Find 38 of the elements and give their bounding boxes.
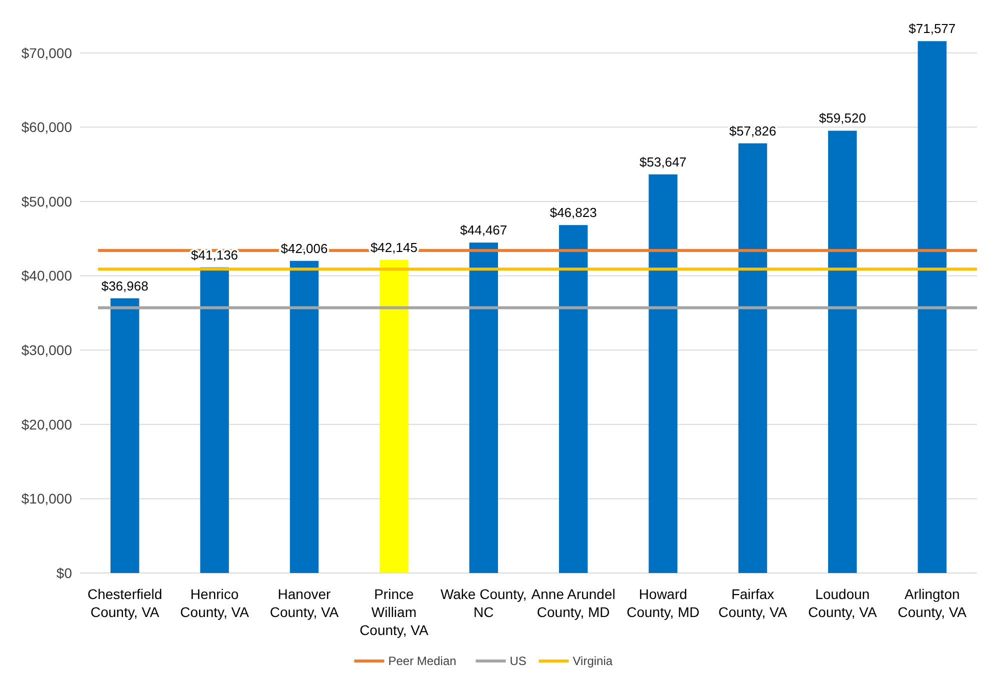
- legend-label: Peer Median: [388, 654, 456, 668]
- data-label: $44,467: [460, 222, 508, 238]
- y-tick-label: $70,000: [21, 44, 72, 61]
- x-tick-label: Loudoun County, VA: [808, 586, 878, 620]
- data-label: $59,520: [818, 110, 866, 126]
- y-tick-label: $50,000: [21, 193, 72, 210]
- bar: [738, 143, 768, 573]
- x-tick-label: Fairfax County, VA: [718, 586, 788, 620]
- x-tick-label: Henrico County, VA: [180, 586, 250, 620]
- data-label: $57,826: [729, 123, 776, 138]
- bar: [918, 41, 946, 573]
- y-tick-label: $60,000: [21, 119, 72, 136]
- data-label: $46,823: [550, 205, 597, 220]
- data-label: $71,577: [908, 21, 956, 36]
- y-tick-label: $30,000: [21, 342, 72, 358]
- bar: [648, 174, 678, 573]
- legend-label: Virginia: [572, 654, 613, 668]
- x-tick-label: Anne Arundel County, MD: [531, 586, 616, 620]
- bar: [110, 298, 140, 573]
- y-tick-label: $20,000: [21, 416, 72, 432]
- data-label: $53,647: [640, 154, 687, 170]
- bar: [559, 225, 588, 573]
- y-tick-label: $10,000: [21, 490, 72, 507]
- x-tick-label: Prince William County, VA: [360, 586, 429, 638]
- x-tick-label: Arlington County, VA: [898, 586, 968, 620]
- legend-label: US: [510, 654, 526, 668]
- x-tick-label: Wake County, NC: [440, 586, 527, 620]
- x-tick-label: Chesterfield County, VA: [88, 586, 162, 620]
- x-tick-label: Howard County, MD: [626, 586, 700, 620]
- y-tick-label: $0: [56, 564, 72, 581]
- bar: [469, 242, 498, 573]
- y-tick-label: $40,000: [21, 268, 72, 284]
- data-label: $41,136: [191, 247, 238, 262]
- x-tick-label: Hanover County, VA: [270, 586, 340, 620]
- data-label: $36,968: [101, 278, 148, 294]
- bar: [290, 260, 319, 573]
- bar: [380, 260, 408, 573]
- bar: [828, 130, 857, 573]
